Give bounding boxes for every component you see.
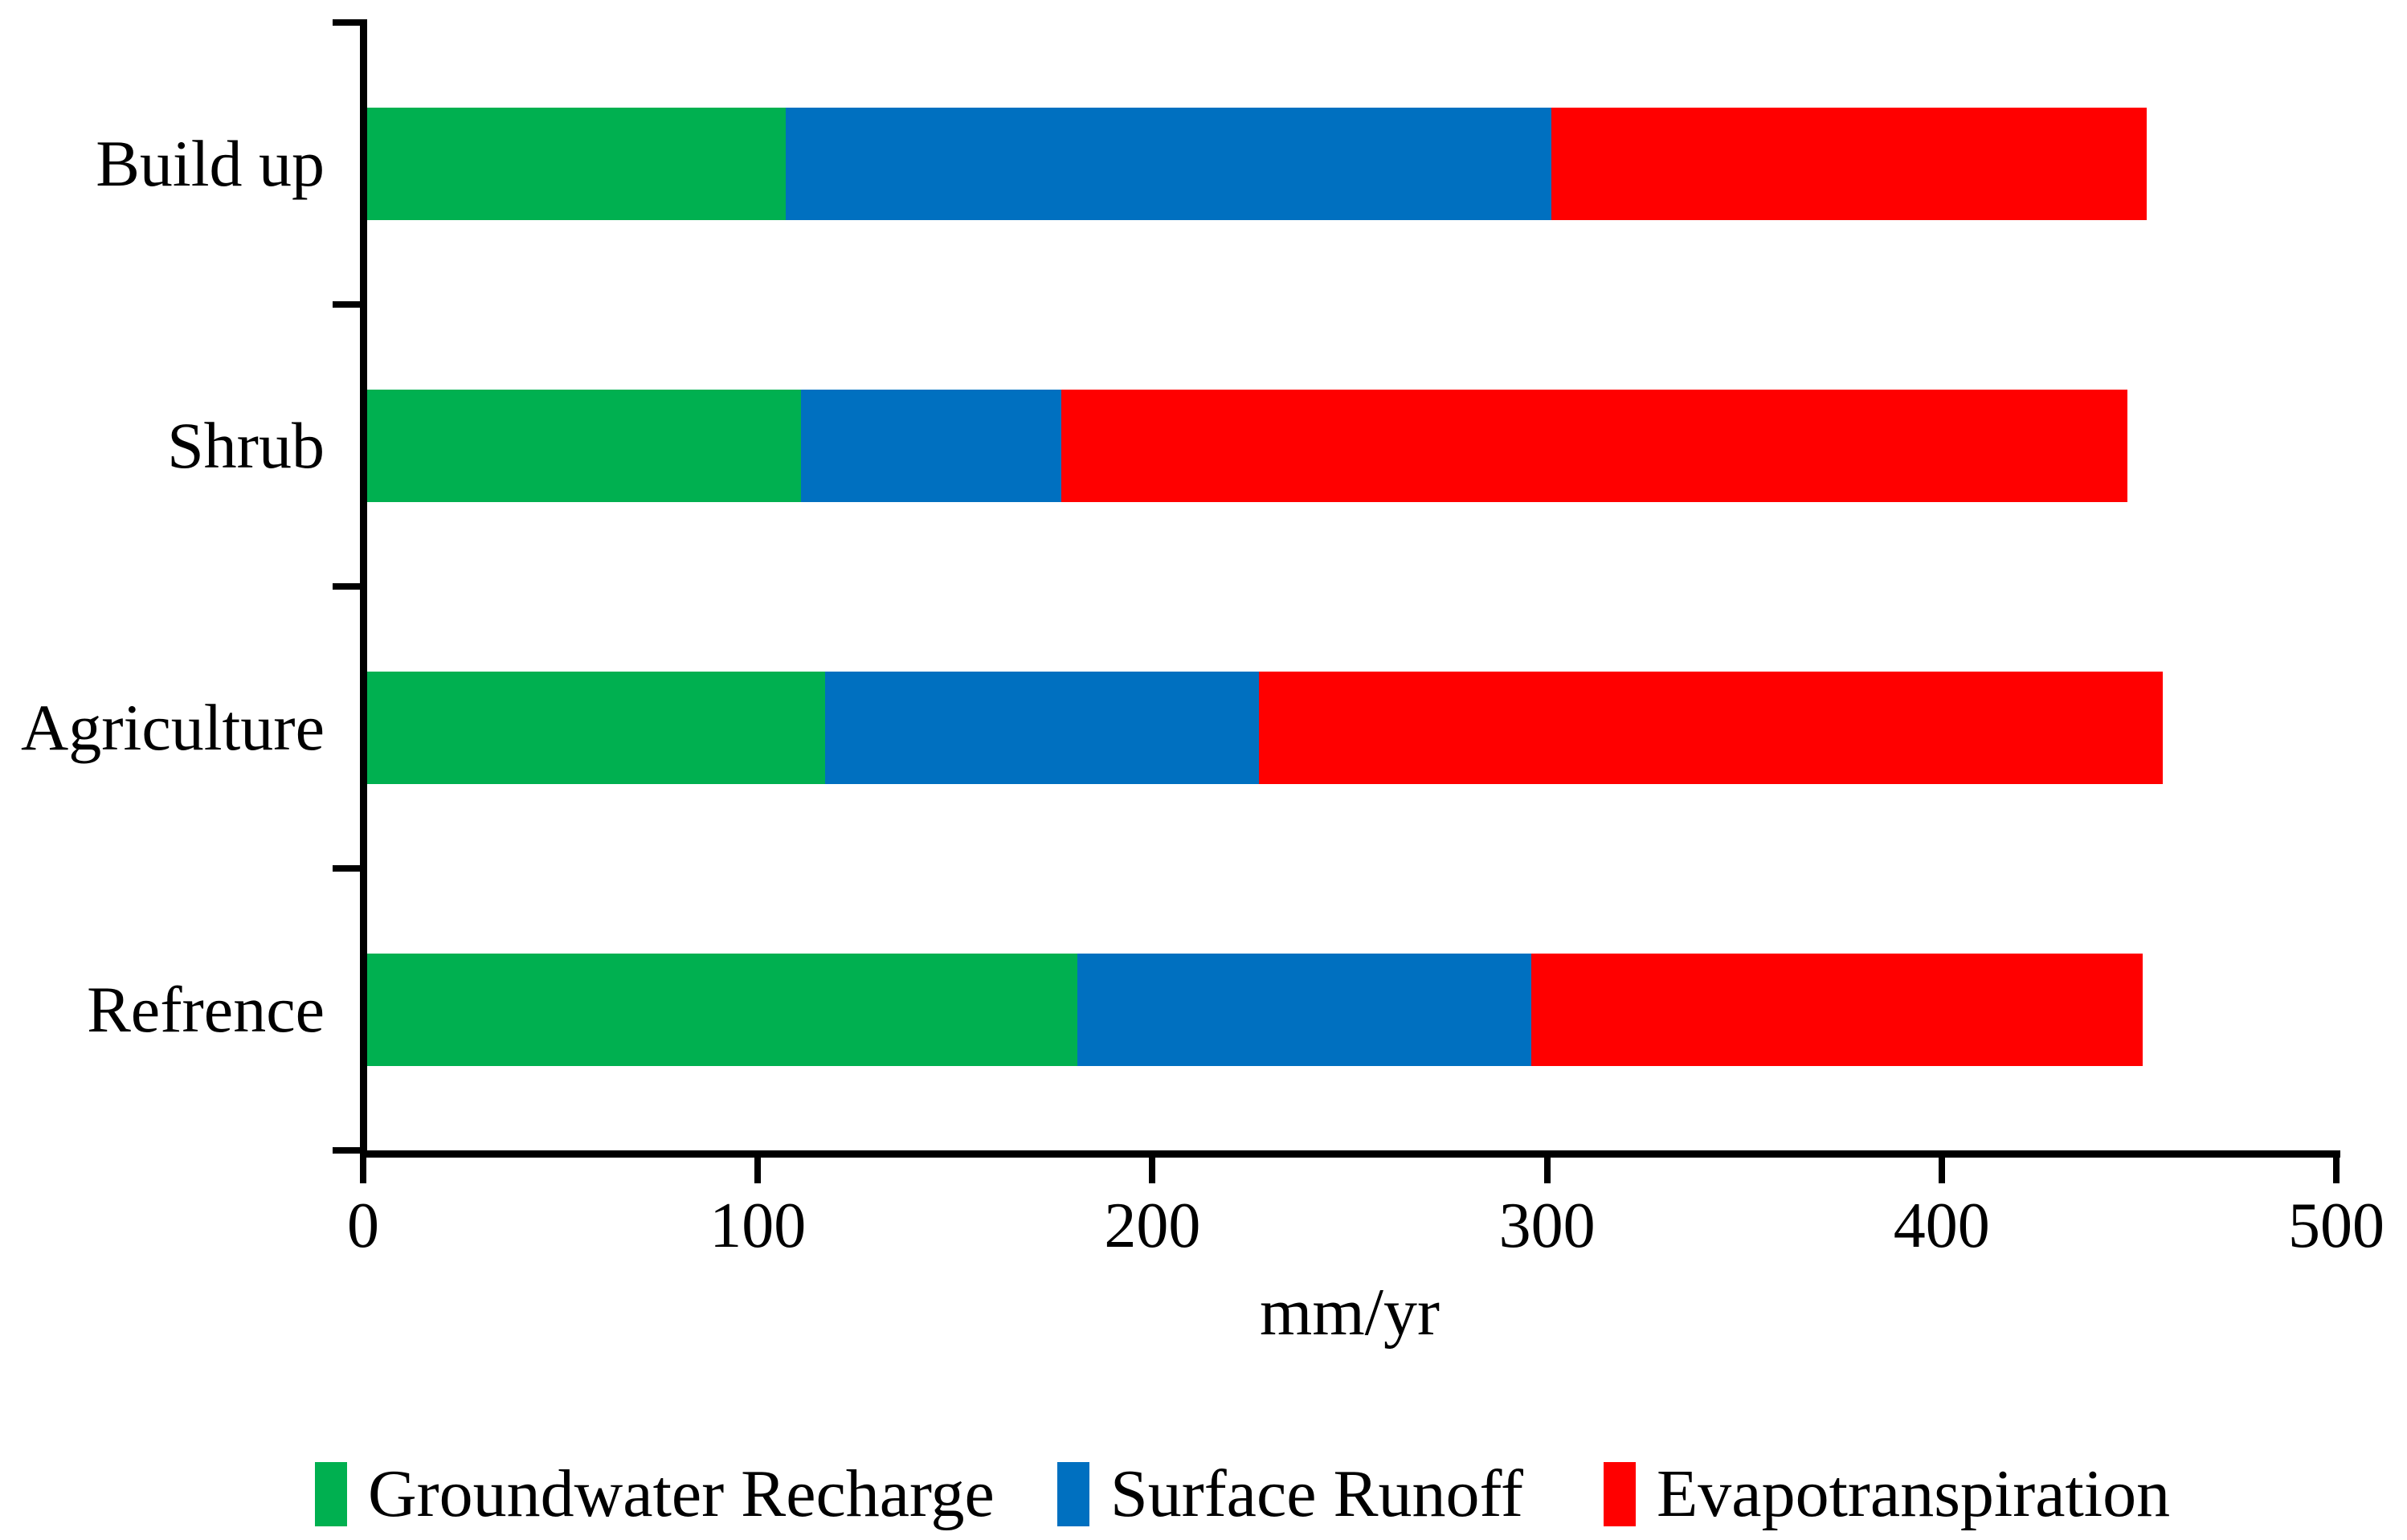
- legend-swatch-groundwater-recharge: [315, 1462, 347, 1526]
- bar-segment-refrence-groundwater-recharge: [363, 953, 1078, 1066]
- legend-item-evapotranspiration: Evapotranspiration: [1604, 1452, 2170, 1536]
- bar-segment-refrence-evapotranspiration: [1530, 953, 2143, 1066]
- y-axis-category-tick: [333, 1147, 363, 1154]
- bar-segment-shrub-groundwater-recharge: [363, 389, 802, 502]
- bar-segment-agriculture-surface-runoff: [824, 671, 1260, 784]
- x-axis-tick: [754, 1158, 762, 1183]
- y-axis-category-tick: [333, 19, 363, 26]
- legend-label-groundwater-recharge: Groundwater Recharge: [368, 1456, 995, 1531]
- x-axis-tick: [360, 1158, 366, 1183]
- bar-segment-shrub-evapotranspiration: [1061, 389, 2127, 502]
- legend-swatch-surface-runoff: [1057, 1462, 1089, 1526]
- x-tick-label-200: 200: [1104, 1191, 1201, 1261]
- legend: Groundwater Recharge Surface Runoff Evap…: [0, 1452, 2407, 1536]
- x-tick-label-400: 400: [1893, 1191, 1990, 1261]
- y-axis-category-tick: [333, 583, 363, 590]
- x-axis-tick: [1149, 1158, 1156, 1183]
- x-axis-tick: [1938, 1158, 1945, 1183]
- category-label-build-up: Build up: [96, 126, 325, 200]
- bar-segment-agriculture-evapotranspiration: [1259, 671, 2163, 784]
- bar-segment-build-up-evapotranspiration: [1551, 107, 2148, 220]
- x-axis-line: [360, 1150, 2340, 1158]
- legend-label-evapotranspiration: Evapotranspiration: [1657, 1456, 2171, 1531]
- category-label-refrence: Refrence: [87, 972, 325, 1046]
- bar-segment-refrence-surface-runoff: [1077, 953, 1531, 1066]
- bar-segment-build-up-groundwater-recharge: [363, 107, 786, 220]
- x-axis-tick: [1543, 1158, 1551, 1183]
- y-axis-category-tick: [333, 301, 363, 308]
- legend-item-groundwater-recharge: Groundwater Recharge: [315, 1452, 995, 1536]
- legend-label-surface-runoff: Surface Runoff: [1110, 1456, 1523, 1531]
- y-axis-line: [360, 19, 367, 1158]
- x-axis-title: mm/yr: [1260, 1275, 1440, 1350]
- y-axis-category-tick: [333, 865, 363, 872]
- x-tick-label-300: 300: [1498, 1191, 1596, 1261]
- category-label-agriculture: Agriculture: [21, 690, 325, 764]
- bar-segment-shrub-surface-runoff: [801, 389, 1062, 502]
- x-axis-tick: [2333, 1158, 2340, 1183]
- x-tick-label-0: 0: [347, 1191, 379, 1261]
- x-tick-label-500: 500: [2288, 1191, 2385, 1261]
- legend-swatch-evapotranspiration: [1604, 1462, 1636, 1526]
- x-tick-label-100: 100: [709, 1191, 807, 1261]
- bar-segment-build-up-surface-runoff: [785, 107, 1551, 220]
- category-label-shrub: Shrub: [167, 408, 325, 482]
- bar-segment-agriculture-groundwater-recharge: [363, 671, 825, 784]
- legend-item-surface-runoff: Surface Runoff: [1057, 1452, 1523, 1536]
